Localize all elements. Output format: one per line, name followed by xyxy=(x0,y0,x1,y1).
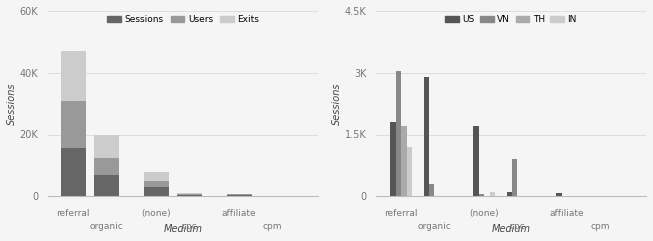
Bar xyxy=(556,193,562,196)
Text: affiliate: affiliate xyxy=(222,209,257,218)
Bar xyxy=(424,77,429,196)
Bar xyxy=(390,122,396,196)
Legend: Sessions, Users, Exits: Sessions, Users, Exits xyxy=(107,15,259,24)
Bar xyxy=(507,192,512,196)
Bar xyxy=(177,193,202,194)
Text: organic: organic xyxy=(417,222,451,231)
Bar xyxy=(61,100,86,148)
Text: cpm: cpm xyxy=(590,222,610,231)
Text: referral: referral xyxy=(56,209,90,218)
Bar xyxy=(177,194,202,195)
Bar xyxy=(94,158,119,175)
Bar xyxy=(479,194,484,196)
Bar xyxy=(227,194,251,195)
Bar xyxy=(401,126,407,196)
Y-axis label: Sessions: Sessions xyxy=(7,82,17,125)
Bar xyxy=(512,159,517,196)
Text: organic: organic xyxy=(89,222,123,231)
Text: cpm: cpm xyxy=(263,222,282,231)
Text: referral: referral xyxy=(385,209,418,218)
Bar xyxy=(429,184,434,196)
Legend: US, VN, TH, IN: US, VN, TH, IN xyxy=(445,15,577,24)
Text: affiliate: affiliate xyxy=(550,209,584,218)
Bar xyxy=(490,192,495,196)
Y-axis label: Sessions: Sessions xyxy=(332,82,342,125)
X-axis label: Medium: Medium xyxy=(492,224,531,234)
Bar xyxy=(227,195,251,196)
Bar xyxy=(94,134,119,158)
Text: cpc: cpc xyxy=(182,222,197,231)
Bar xyxy=(61,51,86,100)
Bar xyxy=(177,195,202,196)
Bar xyxy=(61,148,86,196)
Text: (none): (none) xyxy=(141,209,171,218)
Bar xyxy=(396,71,401,196)
Bar xyxy=(144,172,168,181)
Bar xyxy=(94,175,119,196)
Bar xyxy=(407,147,412,196)
Text: (none): (none) xyxy=(470,209,499,218)
Bar xyxy=(144,181,168,187)
X-axis label: Medium: Medium xyxy=(164,224,202,234)
Text: cpc: cpc xyxy=(509,222,525,231)
Bar xyxy=(144,187,168,196)
Bar xyxy=(473,126,479,196)
